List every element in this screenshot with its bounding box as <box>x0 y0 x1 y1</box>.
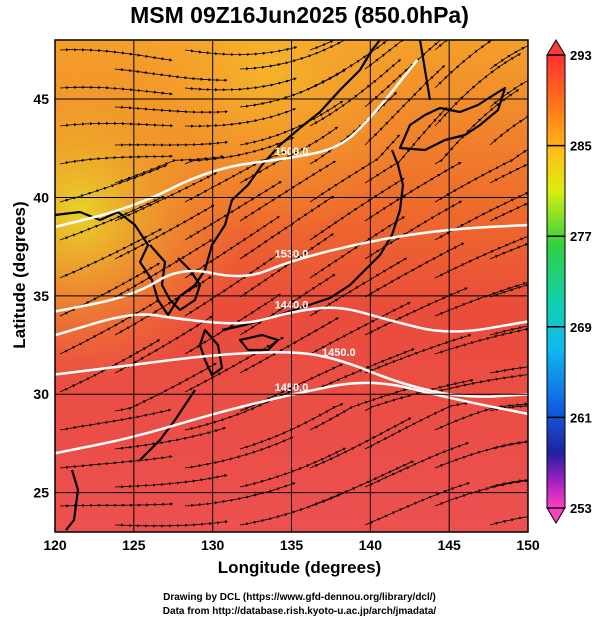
lon-tick-label: 150 <box>516 537 540 553</box>
colorbar-tick-label: 293 <box>570 48 592 63</box>
lon-tick-label: 135 <box>280 537 304 553</box>
x-axis-label: Longitude (degrees) <box>217 558 382 577</box>
lat-tick-label: 40 <box>33 189 49 205</box>
streamline <box>239 491 348 526</box>
streamline <box>489 359 528 374</box>
colorbar-tick-label: 285 <box>570 139 592 154</box>
colorbar-top-arrow <box>546 39 566 56</box>
height-contour <box>55 381 528 455</box>
streamline <box>114 362 217 412</box>
latitude-ticks: 25 30 35 40 45 <box>33 91 49 501</box>
streamline <box>59 408 172 431</box>
map-grid <box>55 40 528 532</box>
colorbar-tick-label: 253 <box>570 501 592 516</box>
y-axis-label: Latitude (degrees) <box>10 201 29 349</box>
streamline <box>489 511 528 526</box>
streamline <box>184 436 294 469</box>
streamline <box>59 502 174 508</box>
lat-tick-label: 30 <box>33 386 49 402</box>
lat-tick-label: 35 <box>33 288 49 304</box>
lon-tick-label: 125 <box>122 537 146 553</box>
colorbar-bar <box>546 54 566 509</box>
lon-tick-label: 145 <box>437 537 461 553</box>
lon-tick-label: 130 <box>201 537 225 553</box>
streamline <box>59 455 173 469</box>
lat-tick-label: 25 <box>33 485 49 501</box>
credit-data: Data from http://database.rish.kyoto-u.a… <box>162 606 437 617</box>
streamline <box>184 482 296 508</box>
colorbar-tick-label: 269 <box>570 320 592 335</box>
colorbar-tick-label: 261 <box>570 410 592 425</box>
map-frame <box>54 39 529 533</box>
streamline <box>59 85 173 96</box>
lon-tick-label: 120 <box>43 537 67 553</box>
contour-label: 1450.0 <box>322 347 356 359</box>
colorbar: 293 285 277 269 261 253 <box>546 39 592 524</box>
longitude-ticks: 120 125 130 135 140 145 150 <box>43 537 540 553</box>
credit-drawing: Drawing by DCL (https://www.gfd-dennou.o… <box>163 592 436 603</box>
colorbar-tick-label: 277 <box>570 229 592 244</box>
streamline <box>364 482 471 526</box>
colorbar-ticks: 293 285 277 269 261 253 <box>547 48 592 516</box>
height-contour <box>55 351 528 398</box>
streamline <box>59 48 173 62</box>
map-title: MSM 09Z16Jun2025 (850.0hPa) <box>130 2 469 28</box>
colorbar-bottom-arrow <box>546 507 566 524</box>
height-contour <box>55 58 419 229</box>
streamline <box>59 121 174 128</box>
height-contour <box>55 223 528 313</box>
height-contour <box>55 306 528 337</box>
lat-tick-label: 45 <box>33 91 49 107</box>
wind-streamlines <box>59 40 528 528</box>
lon-tick-label: 140 <box>359 537 383 553</box>
